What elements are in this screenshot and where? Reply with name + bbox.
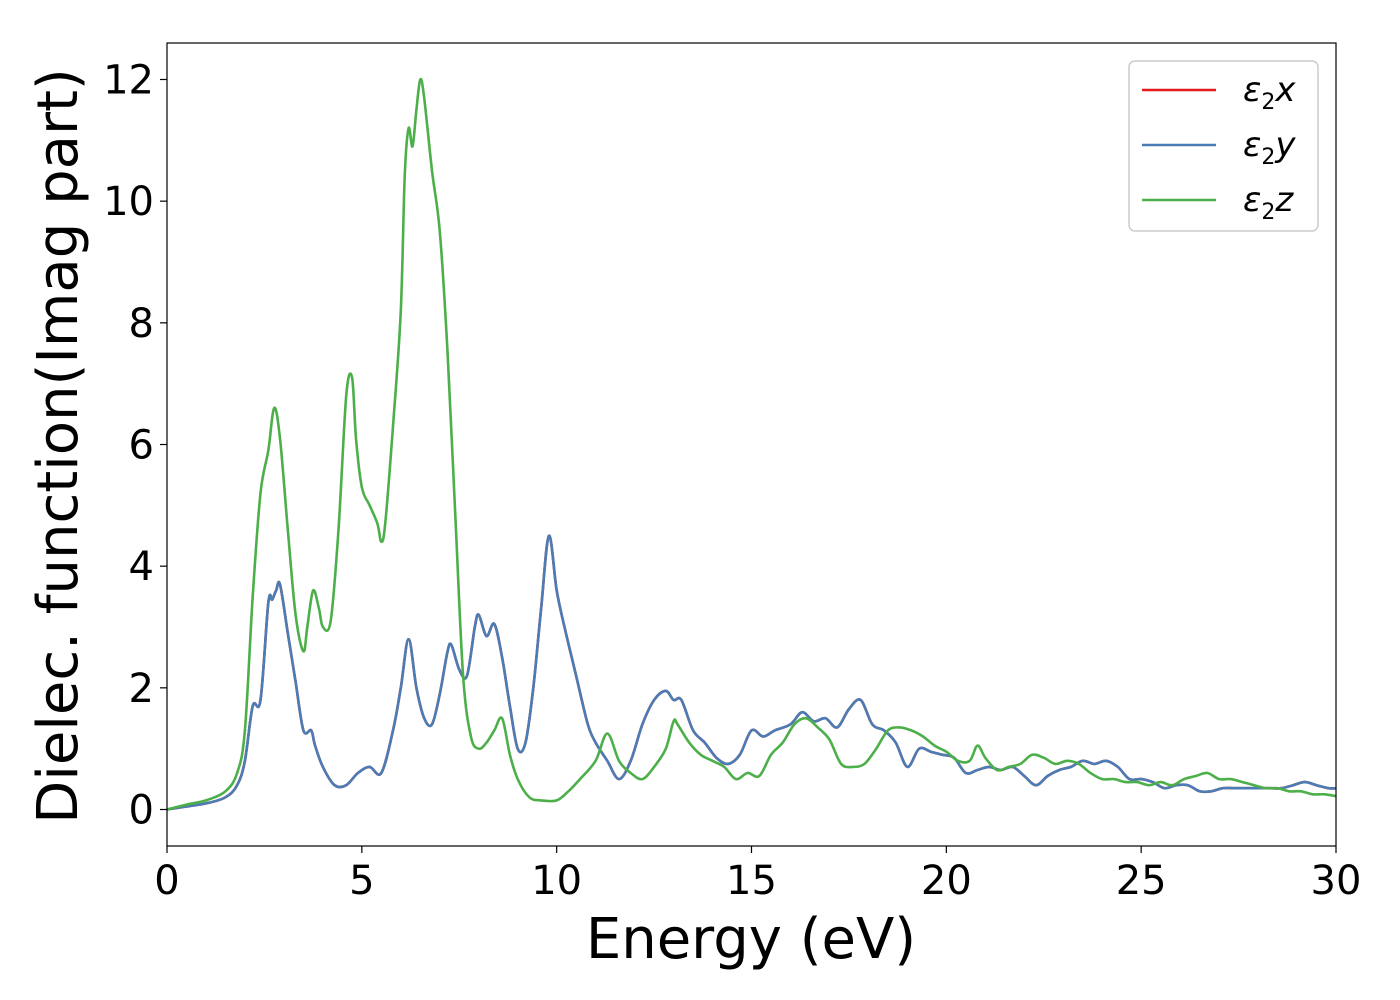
y-tick-label: 6	[129, 423, 154, 469]
x-tick-label: 20	[921, 858, 972, 904]
y-tick-label: 12	[103, 58, 154, 104]
x-tick-label: 15	[726, 858, 777, 904]
x-tick-label: 25	[1116, 858, 1167, 904]
legend-label-z: ε2z	[1243, 180, 1294, 225]
y-tick-label: 10	[103, 179, 154, 225]
y-tick-label: 4	[129, 544, 154, 590]
x-tick-label: 5	[349, 858, 374, 904]
x-axis-title: Energy (eV)	[586, 907, 916, 972]
legend-label-x: ε2x	[1243, 70, 1296, 115]
y-axis-title: Dielec. function(Imag part)	[26, 68, 91, 824]
legend-box	[1128, 60, 1319, 232]
y-tick-label: 8	[129, 301, 154, 347]
legend: ε2x ε2y ε2z	[1128, 60, 1319, 232]
x-tick-label: 0	[154, 858, 179, 904]
series-line-z	[166, 77, 1337, 811]
y-tick-label: 2	[129, 666, 154, 712]
x-tick-label: 30	[1311, 858, 1362, 904]
x-axis-ticks: 0 5 10 15 20 25 30	[154, 846, 1361, 904]
series-line-y	[166, 534, 1337, 811]
y-tick-label: 0	[129, 788, 154, 834]
x-tick-label: 10	[531, 858, 582, 904]
y-axis-ticks: 0 2 4 6 8 10 12	[103, 58, 167, 834]
legend-label-y: ε2y	[1243, 125, 1296, 170]
plot-lines	[166, 77, 1337, 811]
